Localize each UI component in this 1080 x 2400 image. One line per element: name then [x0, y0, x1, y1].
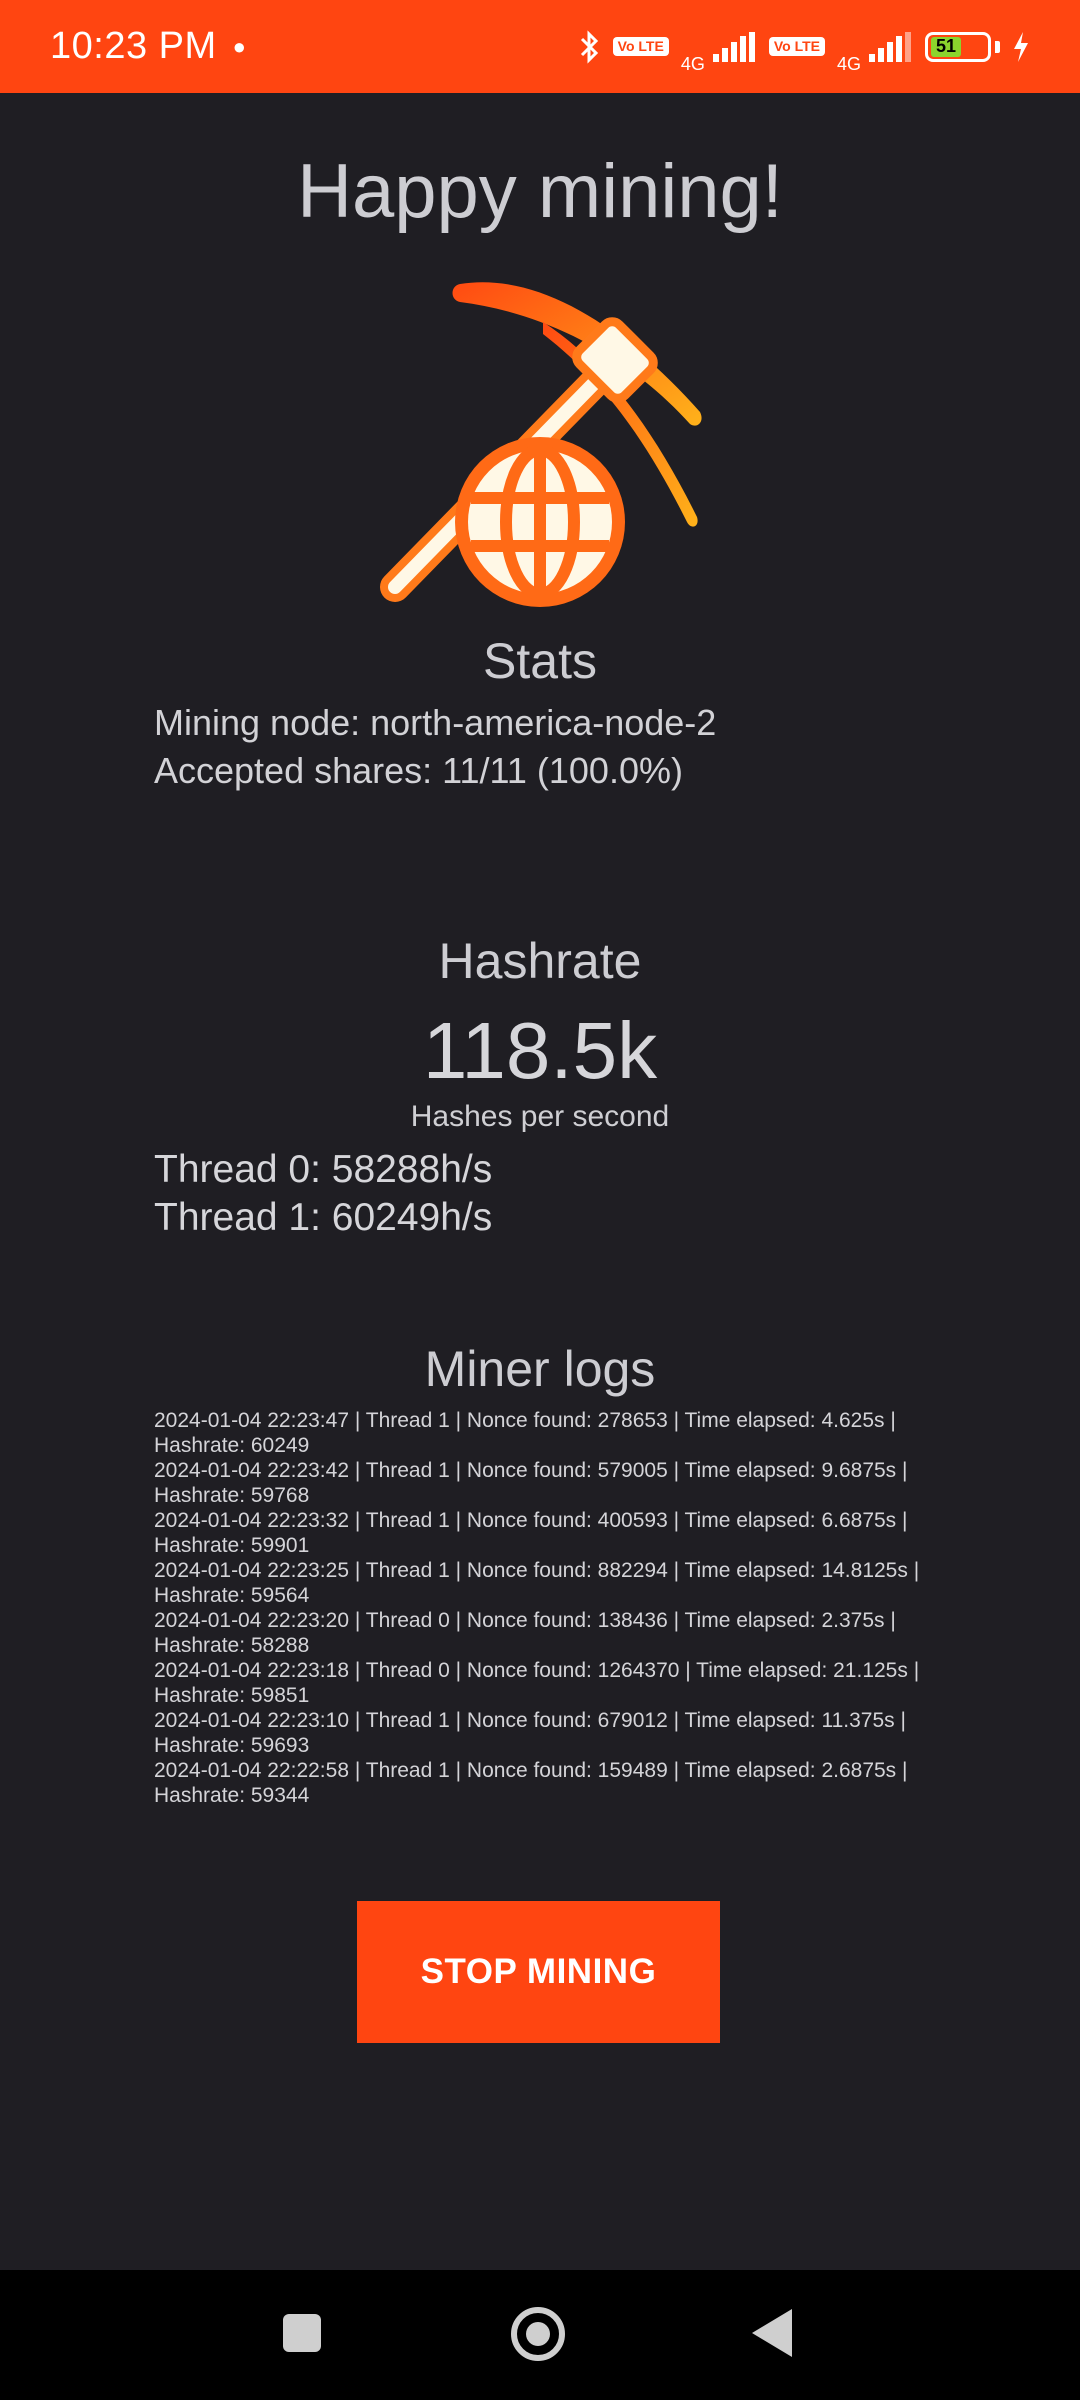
log-entry: 2024-01-04 22:23:32 | Thread 1 | Nonce f… [154, 1509, 908, 1557]
log-entry: 2024-01-04 22:23:42 | Thread 1 | Nonce f… [154, 1459, 908, 1507]
status-bar: 10:23 PM ● Vo LTE 4G Vo LTE 4G 51 [0, 0, 1080, 93]
status-time: 10:23 PM [50, 25, 217, 67]
miner-logs-heading: Miner logs [424, 1341, 656, 1397]
log-entry: 2024-01-04 22:23:10 | Thread 1 | Nonce f… [154, 1709, 906, 1757]
page-title: Happy mining! [297, 149, 783, 234]
thread-1-hashrate: Thread 1: 60249h/s [154, 1196, 493, 1239]
network-type-2: 4G [836, 53, 861, 74]
triangle-back-icon[interactable] [752, 2309, 792, 2357]
status-icons: Vo LTE 4G Vo LTE 4G 51 [579, 21, 1030, 73]
log-entry: 2024-01-04 22:22:58 | Thread 1 | Nonce f… [154, 1759, 908, 1807]
bluetooth-icon [580, 29, 598, 64]
volte-badge-1: Vo LTE [612, 37, 669, 56]
log-entry: 2024-01-04 22:23:20 | Thread 0 | Nonce f… [154, 1609, 896, 1657]
log-entry: 2024-01-04 22:23:18 | Thread 0 | Nonce f… [154, 1659, 920, 1707]
log-entry: 2024-01-04 22:23:47 | Thread 1 | Nonce f… [154, 1409, 896, 1457]
stop-mining-button[interactable]: STOP MINING [357, 1901, 720, 2043]
charging-icon [1014, 31, 1028, 62]
hashrate-unit: Hashes per second [410, 1100, 670, 1133]
accepted-shares-label: Accepted shares: 11/11 (100.0%) [154, 750, 683, 791]
volte-badge-2: Vo LTE [768, 37, 825, 56]
mining-node-label: Mining node: north-america-node-2 [154, 702, 717, 743]
hashrate-value: 118.5k [422, 1006, 658, 1095]
network-type-1: 4G [680, 53, 705, 74]
signal-icon-2 [869, 31, 911, 62]
battery-icon: 51 [925, 31, 991, 62]
signal-icon-1 [712, 31, 755, 62]
circle-home-icon[interactable] [511, 2307, 565, 2361]
thread-0-hashrate: Thread 0: 58288h/s [154, 1148, 493, 1191]
battery-tip [995, 40, 1000, 53]
hashrate-heading: Hashrate [438, 933, 642, 989]
log-entry: 2024-01-04 22:23:25 | Thread 1 | Nonce f… [154, 1559, 920, 1607]
battery-level: 51 [931, 36, 961, 57]
pickaxe-globe-icon [380, 282, 702, 607]
square-icon[interactable] [283, 2314, 321, 2352]
notification-dot-icon: ● [232, 33, 246, 59]
stats-heading: Stats [483, 633, 597, 689]
miner-logs-list: 2024-01-04 22:23:47 | Thread 1 | Nonce f… [154, 1408, 934, 1808]
